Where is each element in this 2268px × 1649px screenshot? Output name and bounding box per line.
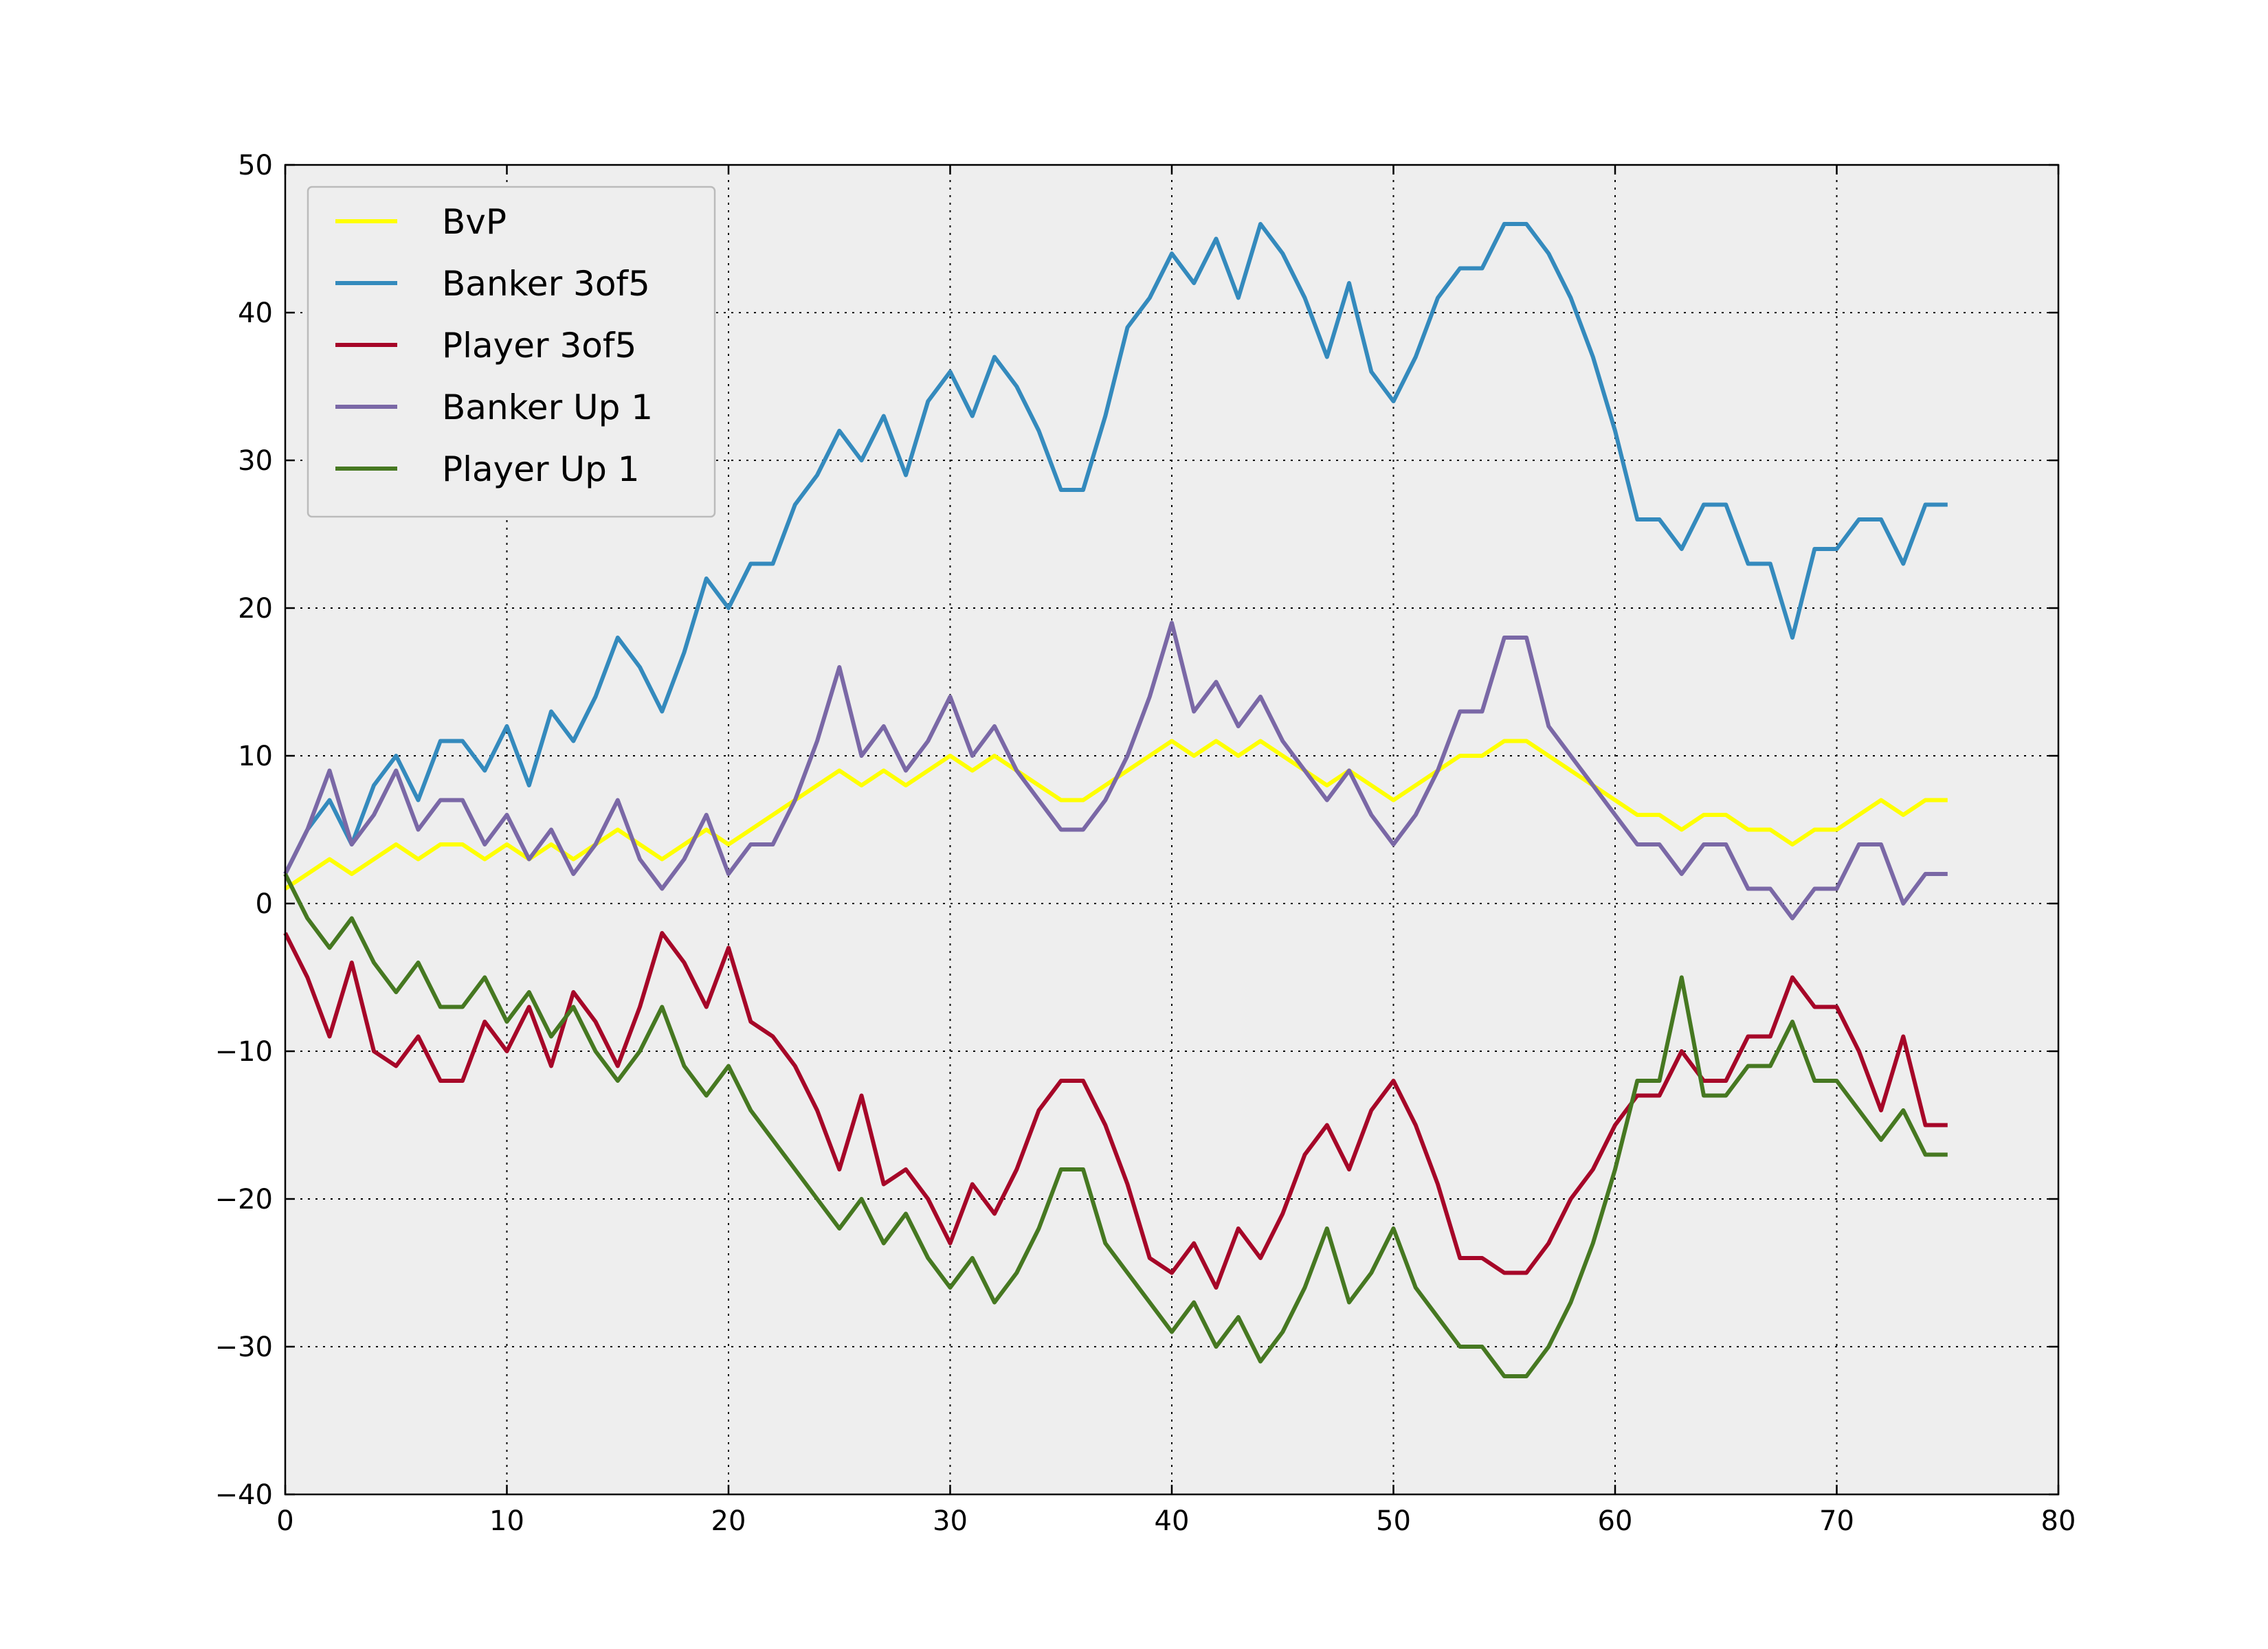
- y-tick-label: 40: [238, 298, 273, 329]
- x-tick-label: 40: [1155, 1505, 1190, 1537]
- y-tick-label: 10: [238, 741, 273, 772]
- y-tick-label: −30: [215, 1332, 273, 1363]
- x-tick-label: 70: [1819, 1505, 1854, 1537]
- legend-label-0: BvP: [442, 202, 507, 242]
- y-tick-label: 0: [256, 888, 273, 920]
- x-tick-label: 80: [2041, 1505, 2076, 1537]
- y-tick-label: 50: [238, 150, 273, 181]
- y-tick-label: −40: [215, 1479, 273, 1511]
- series-line-2: [283, 931, 1948, 1290]
- y-tick-label: −10: [215, 1036, 273, 1068]
- series-line-4: [283, 873, 1948, 1378]
- x-tick-label: 20: [711, 1505, 746, 1537]
- x-tick-label: 0: [276, 1505, 293, 1537]
- legend-label-1: Banker 3of5: [442, 264, 650, 304]
- legend: BvP Banker 3of5 Player 3of5 Banker Up 1 Play…: [307, 186, 716, 518]
- series-line-3: [283, 620, 1948, 921]
- x-tick-label: 50: [1376, 1505, 1411, 1537]
- y-tick-label: 30: [238, 445, 273, 477]
- y-tick-label: 20: [238, 593, 273, 625]
- legend-box: [307, 186, 716, 518]
- legend-label-4: Player Up 1: [442, 449, 640, 489]
- x-tick-label: 30: [933, 1505, 968, 1537]
- y-tick-label: −20: [215, 1184, 273, 1215]
- legend-label-2: Player 3of5: [442, 326, 636, 366]
- x-tick-label: 60: [1598, 1505, 1633, 1537]
- legend-label-3: Banker Up 1: [442, 388, 653, 427]
- x-tick-label: 10: [489, 1505, 524, 1537]
- series-line-1: [283, 222, 1948, 875]
